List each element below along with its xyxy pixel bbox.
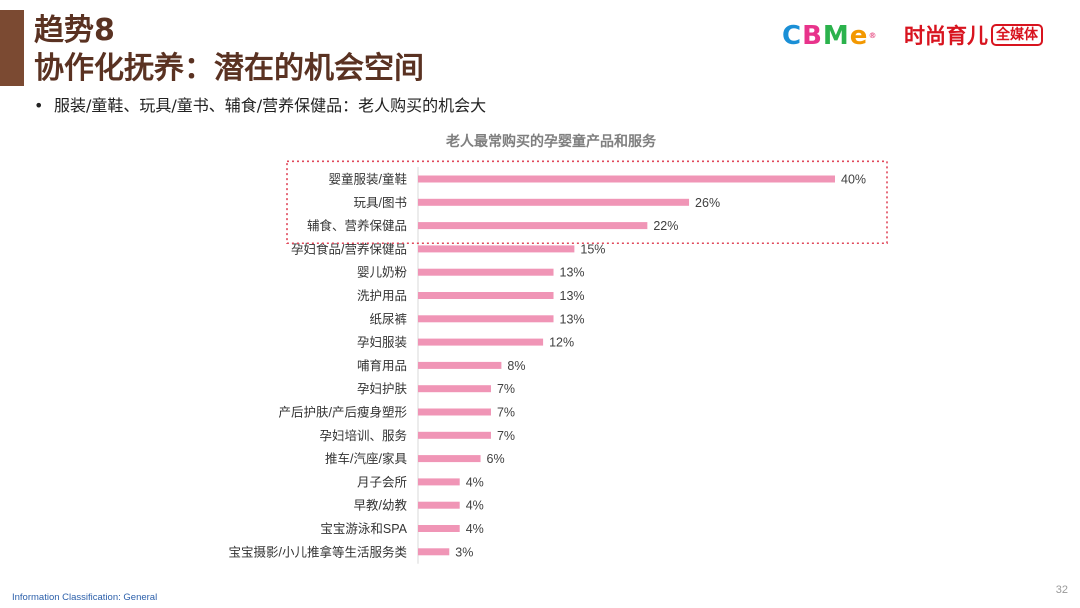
category-label: 纸尿裤 bbox=[369, 312, 407, 326]
data-label: 6% bbox=[487, 452, 505, 466]
bar bbox=[418, 455, 481, 463]
data-label: 4% bbox=[466, 499, 484, 513]
data-label: 22% bbox=[653, 219, 678, 233]
cbme-letter-c: C bbox=[782, 21, 803, 51]
bar bbox=[418, 525, 460, 532]
bullet-text: 服装/童鞋、玩具/童书、辅食/营养保健品：老人购买的机会大 bbox=[54, 96, 487, 115]
data-label: 8% bbox=[507, 359, 525, 373]
category-label: 玩具/图书 bbox=[354, 196, 407, 210]
trend-number: 趋势8 bbox=[34, 13, 115, 48]
data-label: 13% bbox=[560, 289, 585, 303]
data-label: 40% bbox=[841, 173, 866, 187]
data-label: 4% bbox=[466, 475, 484, 489]
bar bbox=[418, 385, 491, 393]
bullet-icon: • bbox=[34, 96, 44, 115]
data-label: 13% bbox=[560, 266, 585, 280]
category-label: 孕妇护肤 bbox=[357, 381, 408, 396]
category-label: 孕妇食品/营养保健品 bbox=[291, 241, 407, 256]
bar bbox=[418, 268, 554, 276]
data-label: 7% bbox=[497, 382, 515, 396]
media-logo-text: 时尚育儿 bbox=[904, 24, 988, 48]
bar bbox=[418, 292, 554, 299]
data-label: 15% bbox=[580, 242, 605, 256]
classification-label: Information Classification: General bbox=[12, 592, 158, 603]
bar bbox=[418, 338, 544, 346]
title-accent-bar bbox=[0, 10, 24, 86]
bullet-point: • 服装/童鞋、玩具/童书、辅食/营养保健品：老人购买的机会大 bbox=[34, 92, 486, 116]
data-label: 4% bbox=[466, 522, 484, 536]
registered-mark: ® bbox=[868, 31, 878, 40]
category-label: 宝宝游泳和SPA bbox=[320, 522, 407, 536]
bar bbox=[418, 245, 575, 253]
bar bbox=[418, 431, 491, 439]
category-label: 洗护用品 bbox=[357, 289, 407, 303]
category-label: 孕妇服装 bbox=[357, 336, 407, 350]
category-label: 婴童服装/童鞋 bbox=[329, 172, 408, 187]
bar bbox=[418, 548, 450, 556]
category-label: 宝宝摄影/小儿推拿等生活服务类 bbox=[229, 544, 408, 559]
category-label: 哺育用品 bbox=[357, 358, 407, 373]
page-title: 协作化抚养：潜在的机会空间 bbox=[34, 51, 424, 86]
bar bbox=[418, 501, 460, 509]
cbme-logo: CBMe® bbox=[782, 22, 877, 50]
category-label: 婴儿奶粉 bbox=[357, 265, 408, 280]
bar bbox=[418, 361, 502, 369]
category-label: 早教/幼教 bbox=[354, 498, 408, 513]
cbme-letter-e: e bbox=[849, 21, 869, 51]
media-logo: 时尚育儿 全媒体 bbox=[904, 22, 1043, 48]
data-label: 7% bbox=[497, 429, 515, 443]
category-label: 辅食、营养保健品 bbox=[307, 218, 407, 233]
bar bbox=[418, 315, 554, 323]
category-label: 推车/汽座/家具 bbox=[325, 451, 407, 466]
data-label: 7% bbox=[497, 406, 515, 420]
data-label: 12% bbox=[549, 336, 574, 350]
page-number: 32 bbox=[1055, 584, 1068, 596]
bar bbox=[418, 408, 491, 416]
bar bbox=[418, 478, 460, 486]
data-label: 26% bbox=[695, 196, 720, 210]
bar bbox=[418, 222, 648, 230]
bar bbox=[418, 198, 690, 206]
category-label: 孕妇培训、服务 bbox=[319, 428, 407, 443]
cbme-letter-m: M bbox=[822, 21, 850, 51]
highlight-box bbox=[286, 160, 888, 245]
category-label: 产后护肤/产后瘦身塑形 bbox=[279, 405, 408, 420]
data-label: 3% bbox=[455, 545, 473, 559]
chart-title: 老人最常购买的孕婴童产品和服务 bbox=[446, 133, 657, 149]
data-label: 13% bbox=[560, 312, 585, 326]
media-logo-box: 全媒体 bbox=[991, 24, 1043, 46]
bar bbox=[418, 175, 835, 183]
cbme-letter-b: B bbox=[802, 21, 823, 51]
category-label: 月子会所 bbox=[357, 475, 407, 489]
